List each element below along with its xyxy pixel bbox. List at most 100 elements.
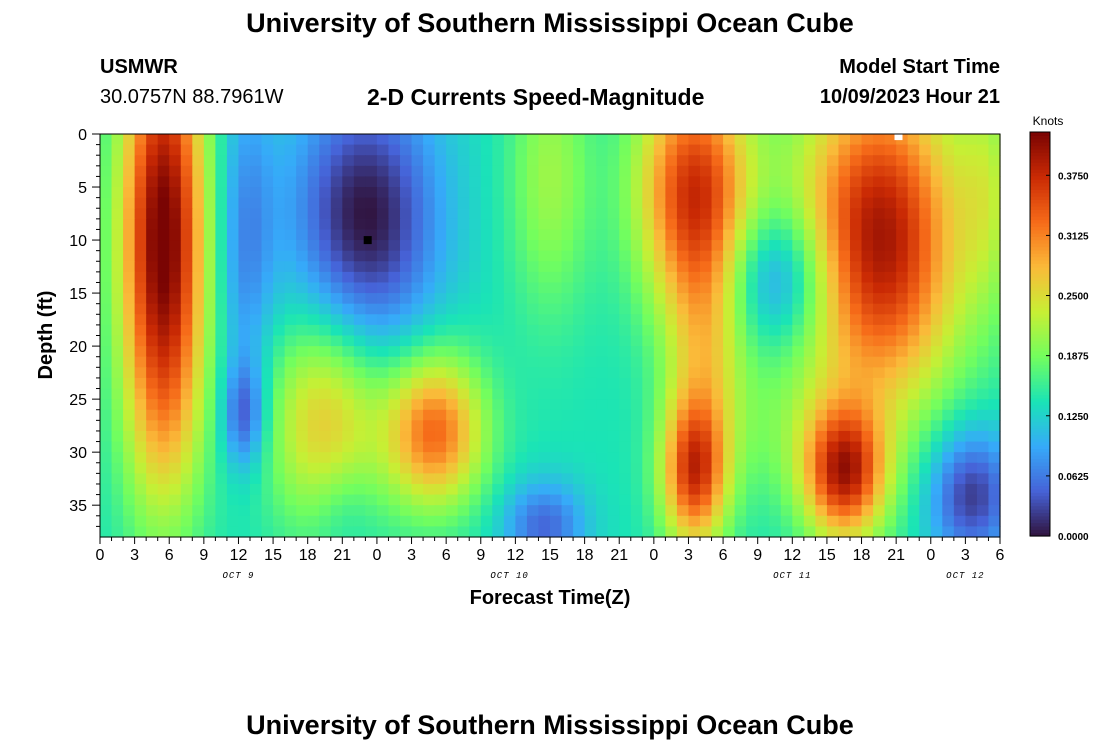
heatmap-cell	[526, 483, 540, 496]
heatmap-cell	[746, 208, 759, 220]
heatmap-cell	[676, 473, 690, 485]
heatmap-cell	[884, 250, 897, 262]
heatmap-cell	[146, 356, 159, 368]
heatmap-cell	[642, 282, 655, 294]
heatmap-cell	[896, 176, 909, 188]
heatmap-cell	[457, 303, 470, 315]
heatmap-cell	[100, 155, 113, 167]
heatmap-cell	[988, 430, 1001, 443]
heatmap-cell	[423, 218, 436, 231]
heatmap-cell	[226, 409, 240, 421]
heatmap-cell	[919, 346, 932, 358]
heatmap-cell	[284, 293, 297, 305]
heatmap-cell	[146, 430, 159, 443]
heatmap-cell	[100, 218, 113, 231]
heatmap-cell	[873, 399, 886, 411]
heatmap-cell	[469, 176, 482, 188]
heatmap-cell	[792, 261, 805, 273]
heatmap-cell	[342, 303, 355, 315]
grid-point-marker	[894, 132, 903, 141]
heatmap-cell	[180, 144, 193, 156]
heatmap-cell	[284, 218, 297, 231]
heatmap-cell	[457, 165, 470, 178]
heatmap-cell	[400, 144, 413, 156]
heatmap-cell	[665, 515, 678, 527]
heatmap-cell	[226, 165, 240, 178]
heatmap-cell	[919, 356, 932, 368]
heatmap-cell	[838, 377, 851, 390]
heatmap-cell	[180, 271, 193, 284]
heatmap-cell	[388, 473, 401, 485]
heatmap-cell	[792, 346, 805, 358]
heatmap-cell	[515, 271, 528, 284]
heatmap-cell	[296, 314, 309, 326]
heatmap-cell	[480, 494, 493, 506]
colorbar-segment	[1030, 296, 1050, 301]
heatmap-cell	[850, 388, 863, 400]
heatmap-cell	[850, 250, 863, 262]
heatmap-cell	[169, 399, 182, 411]
heatmap-cell	[261, 218, 274, 231]
heatmap-cell	[284, 346, 297, 358]
heatmap-cell	[746, 452, 759, 464]
heatmap-cell	[226, 176, 240, 188]
heatmap-cell	[169, 165, 182, 178]
heatmap-cell	[630, 441, 643, 453]
heatmap-cell	[803, 462, 816, 474]
heatmap-cell	[723, 430, 736, 443]
heatmap-cell	[353, 240, 366, 252]
heatmap-cell	[526, 462, 540, 474]
heatmap-cell	[353, 134, 366, 146]
heatmap-cell	[792, 452, 805, 464]
heatmap-cell	[469, 356, 482, 368]
colorbar-segment	[1030, 505, 1050, 510]
colorbar-segment	[1030, 360, 1050, 365]
heatmap-cell	[665, 303, 678, 315]
colorbar-segment	[1030, 303, 1050, 308]
heatmap-cell	[711, 250, 724, 262]
heatmap-cell	[330, 293, 343, 305]
heatmap-cell	[388, 377, 401, 390]
heatmap-cell	[250, 144, 263, 156]
heatmap-cell	[503, 271, 516, 284]
heatmap-cell	[573, 473, 586, 485]
heatmap-cell	[769, 165, 782, 178]
heatmap-cell	[319, 176, 332, 188]
heatmap-cell	[134, 515, 147, 527]
heatmap-cell	[376, 187, 390, 199]
heatmap-cell	[619, 377, 632, 390]
heatmap-cell	[100, 473, 113, 485]
heatmap-cell	[226, 218, 240, 231]
heatmap-cell	[319, 452, 332, 464]
heatmap-cell	[976, 409, 990, 421]
heatmap-cell	[469, 526, 482, 538]
heatmap-cell	[526, 282, 540, 294]
heatmap-cell	[780, 505, 793, 517]
heatmap-cell	[619, 409, 632, 421]
heatmap-cell	[792, 462, 805, 474]
heatmap-cell	[861, 165, 874, 178]
heatmap-cell	[596, 388, 609, 400]
heatmap-cell	[561, 526, 574, 538]
heatmap-cell	[826, 430, 840, 443]
heatmap-cell	[965, 430, 978, 443]
heatmap-cell	[700, 356, 713, 368]
heatmap-cell	[515, 346, 528, 358]
heatmap-cell	[180, 505, 193, 517]
heatmap-cell	[538, 335, 551, 347]
heatmap-cell	[411, 271, 424, 284]
heatmap-cell	[769, 144, 782, 156]
heatmap-cell	[538, 399, 551, 411]
heatmap-cell	[584, 420, 597, 432]
heatmap-cell	[400, 335, 413, 347]
heatmap-cell	[365, 399, 378, 411]
heatmap-cell	[169, 420, 182, 432]
heatmap-cell	[515, 303, 528, 315]
heatmap-cell	[353, 250, 366, 262]
heatmap-cell	[480, 197, 493, 209]
heatmap-cell	[826, 473, 840, 485]
heatmap-cell	[296, 240, 309, 252]
heatmap-cell	[769, 399, 782, 411]
heatmap-cell	[907, 208, 920, 220]
heatmap-cell	[884, 218, 897, 231]
